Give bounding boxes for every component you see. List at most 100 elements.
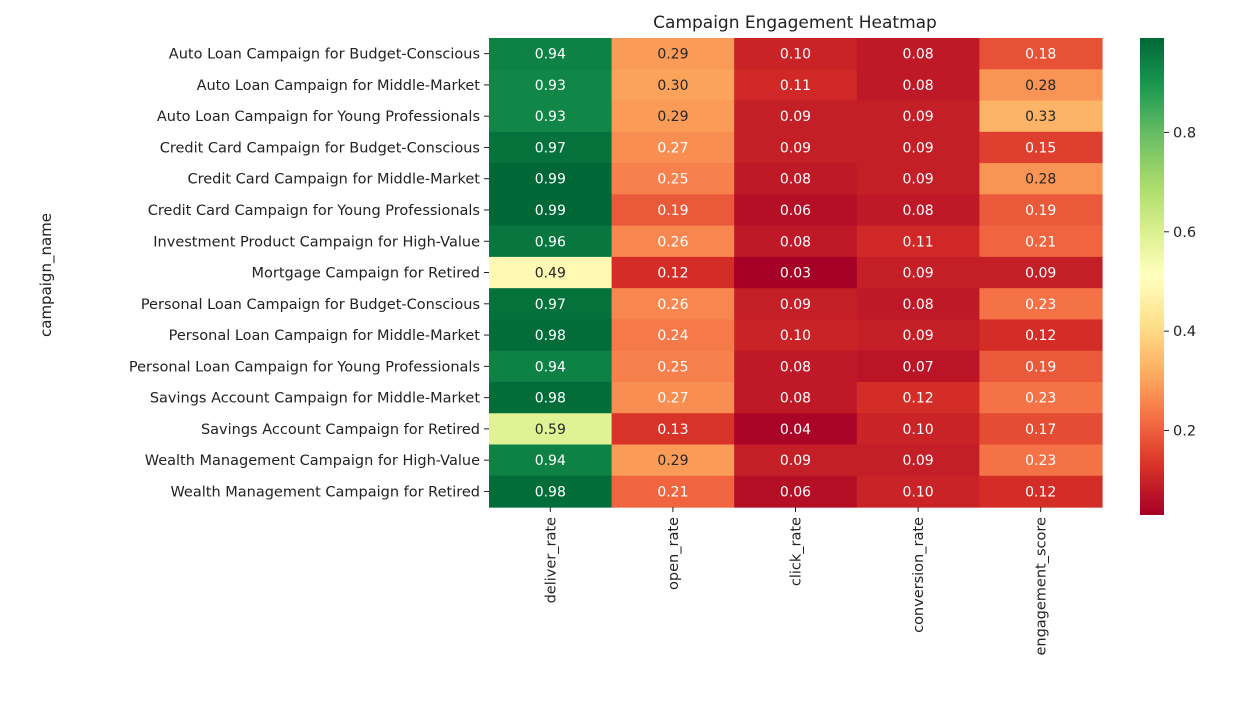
heatmap-cell <box>734 444 858 477</box>
heatmap-cell <box>979 225 1103 258</box>
heatmap-cell <box>979 319 1103 352</box>
cell-value-label: 0.25 <box>657 359 688 375</box>
cell-value-label: 0.21 <box>657 484 688 500</box>
cell-value-label: 0.26 <box>657 297 688 313</box>
y-tick-label: Mortgage Campaign for Retired <box>252 266 480 282</box>
cell-value-label: 0.10 <box>780 47 811 63</box>
heatmap-cell <box>979 38 1103 70</box>
cell-value-label: 0.24 <box>657 328 688 344</box>
y-tick-label: Personal Loan Campaign for Budget-Consci… <box>141 297 480 313</box>
y-tick-label: Savings Account Campaign for Retired <box>201 422 480 438</box>
y-tick-label: Investment Product Campaign for High-Val… <box>153 234 480 250</box>
cell-value-label: 0.93 <box>535 109 566 125</box>
cell-value-label: 0.98 <box>535 328 566 344</box>
cell-value-label: 0.10 <box>780 328 811 344</box>
heatmap-cell <box>734 69 858 102</box>
cell-value-label: 0.12 <box>657 266 688 282</box>
heatmap-cell <box>611 381 735 414</box>
heatmap-cell <box>979 256 1103 289</box>
cell-value-label: 0.09 <box>780 297 811 313</box>
heatmap-cell <box>856 288 980 321</box>
colorbar: 0.2 0.4 0.6 0.8 <box>1140 38 1196 515</box>
heatmap-cell <box>856 194 980 227</box>
heatmap-cell <box>734 381 858 414</box>
cell-value-label: 0.26 <box>657 234 688 250</box>
cell-value-label: 0.19 <box>1025 359 1056 375</box>
x-tick-label: conversion_rate <box>911 517 927 633</box>
heatmap-cell <box>979 444 1103 477</box>
cell-value-label: 0.23 <box>1025 297 1056 313</box>
x-tick-label: click_rate <box>789 517 805 586</box>
cell-value-label: 0.08 <box>903 297 934 313</box>
cell-annotations: 0.94 0.29 0.10 0.08 0.18 0.93 0.30 0.11 0.08 0.28… <box>535 47 1057 501</box>
heatmap-cell <box>489 444 613 477</box>
cell-value-label: 0.93 <box>535 78 566 94</box>
cell-value-label: 0.19 <box>657 203 688 219</box>
cell-value-label: 0.08 <box>780 172 811 188</box>
heatmap-cell <box>979 288 1103 321</box>
y-tick-label: Auto Loan Campaign for Budget-Conscious <box>169 47 480 63</box>
cell-value-label: 0.99 <box>535 172 566 188</box>
heatmap-cell <box>611 131 735 164</box>
cell-value-label: 0.97 <box>535 297 566 313</box>
heatmap-cell <box>611 225 735 258</box>
cell-value-label: 0.03 <box>780 266 811 282</box>
cell-value-label: 0.09 <box>903 266 934 282</box>
cell-value-label: 0.09 <box>903 109 934 125</box>
y-tick-label: Credit Card Campaign for Budget-Consciou… <box>160 140 480 156</box>
heatmap-cell <box>979 163 1103 195</box>
heatmap-cell <box>489 288 613 321</box>
cell-value-label: 0.09 <box>903 140 934 156</box>
colorbar-gradient <box>1140 38 1164 515</box>
heatmap-cell <box>489 381 613 414</box>
cell-value-label: 0.28 <box>1025 172 1056 188</box>
heatmap-cell <box>734 413 858 446</box>
heatmap-cell <box>489 194 613 227</box>
heatmap-cell <box>856 225 980 258</box>
cell-value-label: 0.11 <box>903 234 934 250</box>
heatmap-cell <box>611 38 735 70</box>
heatmap-cell <box>489 413 613 446</box>
heatmap-cell <box>856 131 980 164</box>
y-tick-label: Wealth Management Campaign for Retired <box>170 484 480 500</box>
colorbar-tick-label: 0.2 <box>1173 424 1196 440</box>
cell-value-label: 0.06 <box>780 484 811 500</box>
y-tick-label: Credit Card Campaign for Young Professio… <box>148 203 480 219</box>
heatmap-cell <box>734 256 858 289</box>
cell-value-label: 0.59 <box>535 422 566 438</box>
cell-value-label: 0.98 <box>535 391 566 407</box>
heatmap-cell <box>611 475 735 508</box>
heatmap-cell <box>856 319 980 352</box>
cell-value-label: 0.94 <box>535 453 566 469</box>
heatmap-cell <box>489 69 613 102</box>
y-tick-label: Auto Loan Campaign for Middle-Market <box>197 78 481 94</box>
colorbar-tick-label: 0.8 <box>1173 125 1196 141</box>
cell-value-label: 0.09 <box>903 328 934 344</box>
cell-value-label: 0.18 <box>1025 47 1056 63</box>
heatmap-cell <box>611 288 735 321</box>
cell-value-label: 0.23 <box>1025 453 1056 469</box>
heatmap-cell <box>489 256 613 289</box>
y-axis-label: campaign_name <box>37 213 56 337</box>
cell-value-label: 0.28 <box>1025 78 1056 94</box>
y-tick-label: Personal Loan Campaign for Young Profess… <box>129 359 480 375</box>
cell-value-label: 0.12 <box>903 391 934 407</box>
x-tick-labels: deliver_rate open_rate click_rate conversio… <box>543 507 1050 656</box>
cell-value-label: 0.09 <box>780 453 811 469</box>
cell-value-label: 0.12 <box>1025 484 1056 500</box>
cell-value-label: 0.10 <box>903 484 934 500</box>
heatmap-cell <box>979 69 1103 102</box>
heatmap-cell <box>979 100 1103 133</box>
cell-value-label: 0.99 <box>535 203 566 219</box>
heatmap-cell <box>979 194 1103 227</box>
heatmap-cell <box>734 163 858 195</box>
cell-value-label: 0.08 <box>903 47 934 63</box>
heatmap-cell <box>611 319 735 352</box>
heatmap-cell <box>856 38 980 70</box>
cell-value-label: 0.09 <box>780 109 811 125</box>
cell-value-label: 0.07 <box>903 359 934 375</box>
cell-value-label: 0.29 <box>657 453 688 469</box>
heatmap-cell <box>611 69 735 102</box>
cell-value-label: 0.09 <box>903 453 934 469</box>
